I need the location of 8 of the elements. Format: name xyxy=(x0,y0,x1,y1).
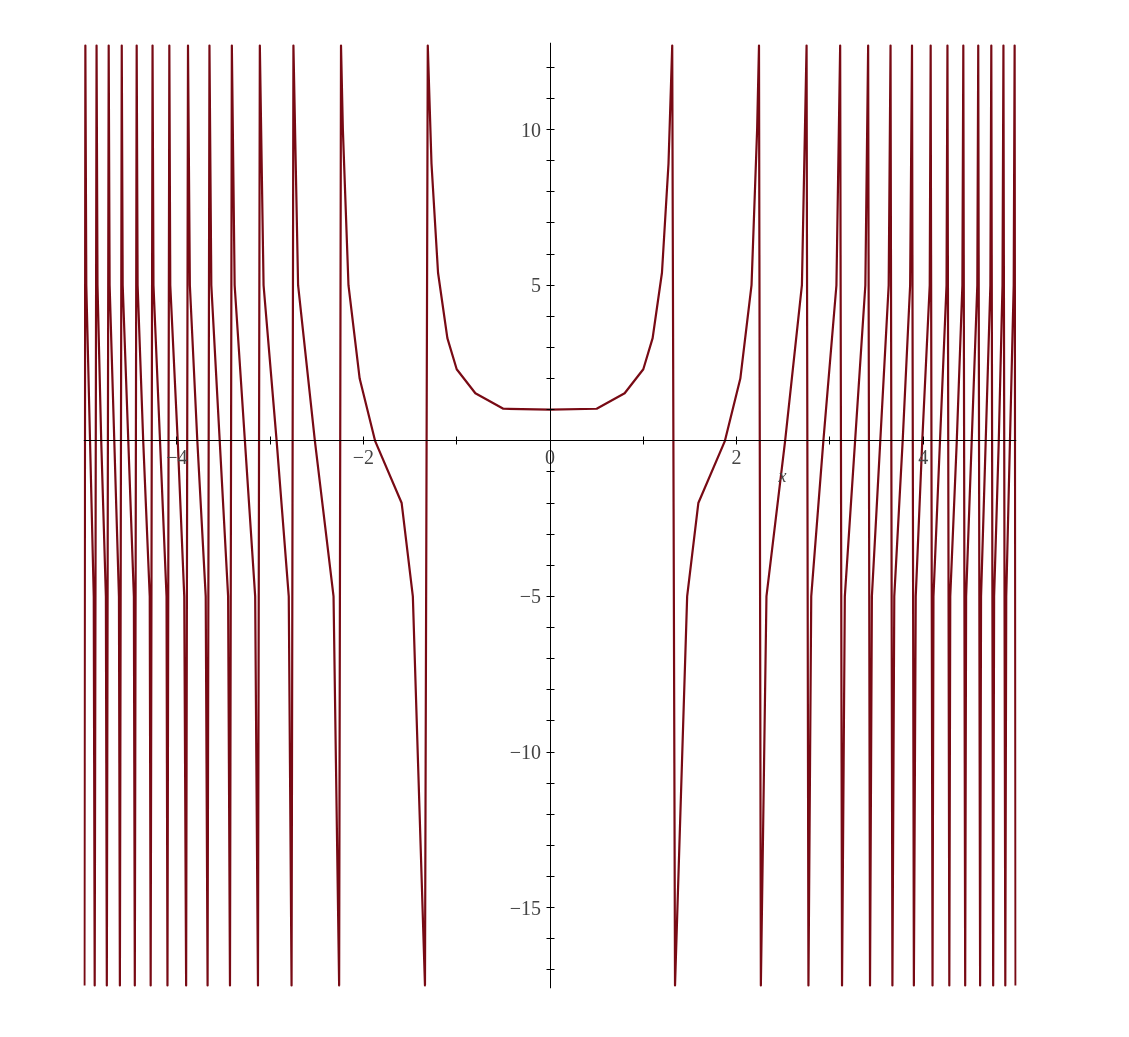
y-tick-label: 5 xyxy=(531,274,541,297)
x-tick-label: 2 xyxy=(731,445,742,468)
y-tick-label: −15 xyxy=(509,896,541,919)
line-series xyxy=(83,44,1017,987)
x-tick-label: −2 xyxy=(352,445,375,468)
y-tick-label: −10 xyxy=(509,741,541,763)
y-tick-label: −5 xyxy=(519,585,541,608)
y-tick-label: 10 xyxy=(521,118,541,141)
